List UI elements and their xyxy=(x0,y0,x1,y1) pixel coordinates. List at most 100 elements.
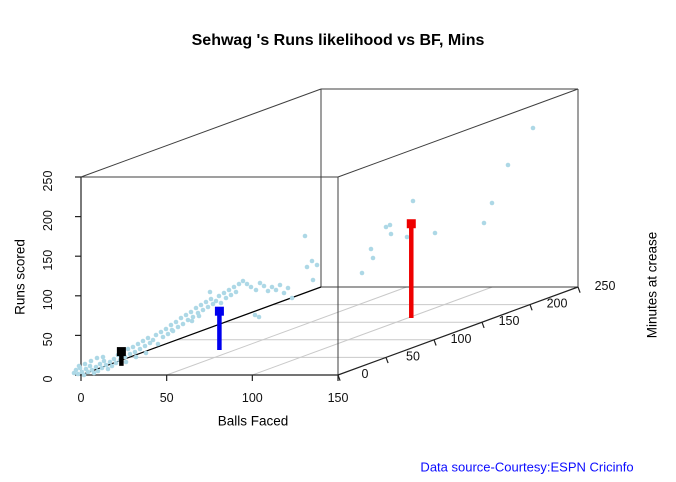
scatter-point xyxy=(137,346,143,352)
x-axis-tick-label: 0 xyxy=(78,391,85,405)
scatter-point xyxy=(253,287,259,293)
box-edge-top-right-diagonal xyxy=(337,88,579,178)
data-source-note: Data source-Courtesy:ESPN Cricinfo xyxy=(420,459,634,475)
scatter-point xyxy=(143,350,149,356)
scatter-point xyxy=(165,331,171,337)
scatter-point xyxy=(256,314,262,320)
bar-black-marker xyxy=(116,347,126,357)
scatter-point xyxy=(163,326,169,332)
bar-red-marker xyxy=(406,219,416,229)
scatter-point xyxy=(109,363,115,369)
scatter-point xyxy=(273,287,279,293)
scatter-point xyxy=(178,315,184,321)
z-axis-line xyxy=(337,286,579,376)
x-axis-tick-label: 100 xyxy=(242,391,263,405)
z-axis-tick-label: 150 xyxy=(499,314,520,328)
scatter-point xyxy=(216,293,222,299)
z-axis-tick xyxy=(385,357,389,364)
scatter-point xyxy=(252,312,258,318)
scatter-point xyxy=(269,284,275,290)
x-axis-tick-label: 50 xyxy=(160,391,174,405)
x-axis-label: Balls Faced xyxy=(217,413,289,429)
scatter-point xyxy=(257,280,263,286)
scatter-point xyxy=(150,337,156,343)
y-axis-tick-label: 0 xyxy=(41,375,55,382)
scatter-point xyxy=(481,220,487,226)
scatter-point xyxy=(173,319,179,325)
z-axis-tick xyxy=(337,374,341,381)
floor-grid-x xyxy=(166,286,407,376)
scatter-point xyxy=(236,281,242,287)
scatter-point xyxy=(76,363,82,369)
scatter-point xyxy=(388,231,394,237)
scatter-point xyxy=(277,282,283,288)
z-axis-tick-label: 50 xyxy=(406,349,420,363)
scatter-point xyxy=(210,301,216,307)
scatter-point xyxy=(223,295,229,301)
scatter-point xyxy=(196,313,202,319)
scatter-point xyxy=(101,358,107,364)
scatter-point xyxy=(168,322,174,328)
chart-title: Sehwag 's Runs likelihood vs BF, Mins xyxy=(191,32,485,49)
y-axis-label: Runs scored xyxy=(12,239,28,315)
scatter-point xyxy=(123,359,129,365)
scatter-point xyxy=(189,318,195,324)
x-axis-tick-label: 150 xyxy=(328,391,349,405)
scatter-point xyxy=(105,366,111,372)
scatter-point xyxy=(213,298,219,304)
z-axis-tick-label: 0 xyxy=(362,367,369,381)
y-axis-tick-label: 250 xyxy=(41,171,55,192)
scatter-point xyxy=(387,222,393,228)
scatter-point xyxy=(82,361,88,367)
z-axis-tick xyxy=(481,321,485,329)
scatter-point xyxy=(233,289,239,295)
scatter-point xyxy=(314,262,320,268)
box-edge-top-left-diagonal xyxy=(80,88,322,178)
scatter-point xyxy=(193,305,199,311)
scatter-point xyxy=(73,367,79,373)
scatter-point xyxy=(169,327,175,333)
scatter-point xyxy=(304,264,310,270)
scatter-point xyxy=(147,340,153,346)
scatter-point xyxy=(368,246,374,252)
scatter-point xyxy=(87,363,93,369)
scatter-point xyxy=(190,314,196,320)
scatter-point xyxy=(113,360,119,366)
scatter-point xyxy=(75,371,81,377)
scatter-point xyxy=(127,351,133,357)
scatter-point xyxy=(158,329,164,335)
scatter-point xyxy=(111,356,117,362)
scatter-point xyxy=(103,362,109,368)
scatter-point xyxy=(370,255,376,261)
scatter-point xyxy=(107,359,113,365)
scatter-point xyxy=(240,278,246,284)
scatter-point xyxy=(85,369,91,375)
scatter-point xyxy=(180,321,186,327)
scatter-point xyxy=(281,290,287,296)
scatter-point xyxy=(153,332,159,338)
z-axis-tick-label: 200 xyxy=(547,297,568,311)
scatter-point xyxy=(432,230,438,236)
scatter-point xyxy=(133,354,139,360)
scatter-point xyxy=(155,341,161,347)
scatter-point xyxy=(302,233,308,239)
scatter-point xyxy=(200,307,206,313)
scatter-point xyxy=(99,365,105,371)
z-axis-tick-label: 250 xyxy=(595,279,616,293)
z-axis-tick-label: 100 xyxy=(451,332,472,346)
scatter-point xyxy=(183,312,189,318)
z-axis-tick xyxy=(433,339,437,346)
y-axis-tick-label: 50 xyxy=(41,332,55,346)
scatter-point xyxy=(88,358,94,364)
scatter-point xyxy=(145,335,151,341)
scatter-point xyxy=(160,334,166,340)
scatter-point xyxy=(100,354,106,360)
scatter-point xyxy=(81,372,87,378)
scatter-point xyxy=(265,288,271,294)
scatter-point xyxy=(244,281,250,287)
scatter-point xyxy=(93,364,99,370)
scatter-point xyxy=(97,361,103,367)
scatter-point xyxy=(142,343,148,349)
